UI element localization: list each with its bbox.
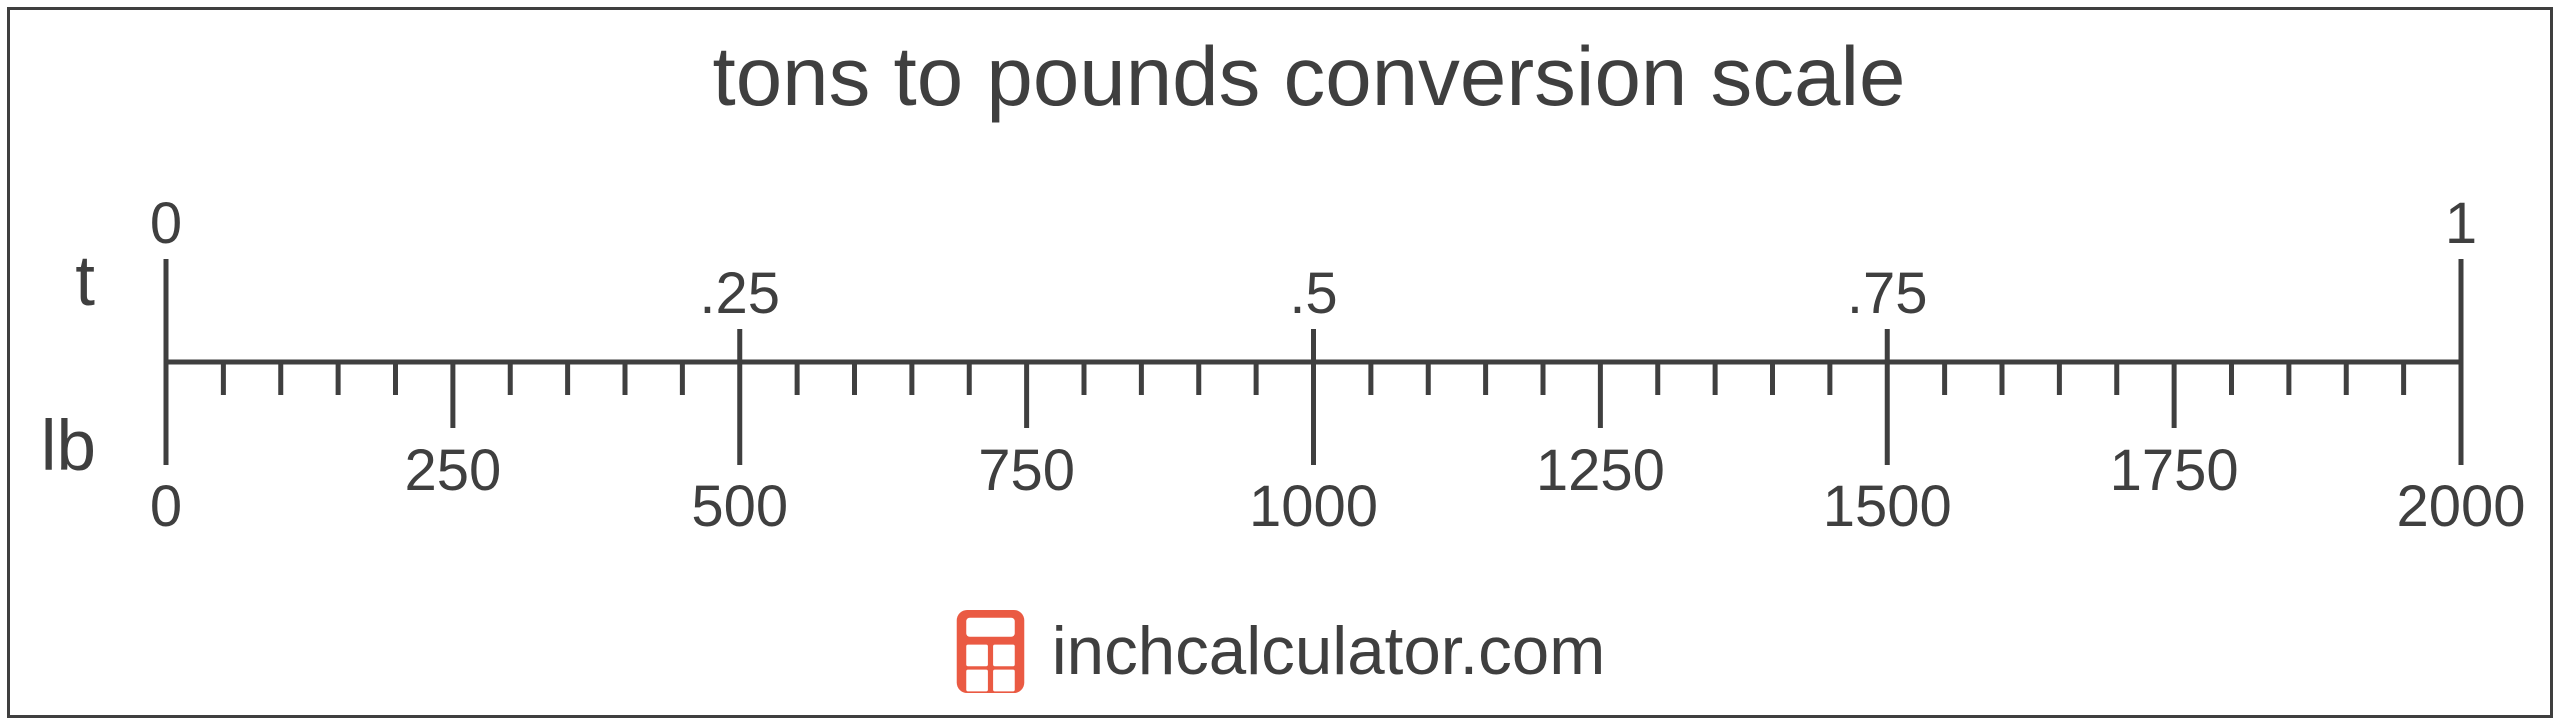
svg-text:1: 1 bbox=[2445, 191, 2477, 256]
svg-text:1250: 1250 bbox=[1536, 438, 1665, 503]
svg-text:2000: 2000 bbox=[2396, 474, 2525, 539]
svg-text:250: 250 bbox=[404, 438, 501, 503]
svg-text:.5: .5 bbox=[1289, 261, 1337, 326]
svg-text:500: 500 bbox=[691, 474, 788, 539]
svg-text:1500: 1500 bbox=[1823, 474, 1952, 539]
svg-text:lb: lb bbox=[41, 407, 96, 486]
svg-text:.25: .25 bbox=[699, 261, 780, 326]
svg-text:750: 750 bbox=[978, 438, 1075, 503]
svg-text:1000: 1000 bbox=[1249, 474, 1378, 539]
svg-text:1750: 1750 bbox=[2110, 438, 2239, 503]
svg-text:0: 0 bbox=[150, 474, 182, 539]
svg-text:t: t bbox=[75, 242, 95, 321]
svg-text:.75: .75 bbox=[1847, 261, 1928, 326]
svg-text:0: 0 bbox=[150, 191, 182, 256]
